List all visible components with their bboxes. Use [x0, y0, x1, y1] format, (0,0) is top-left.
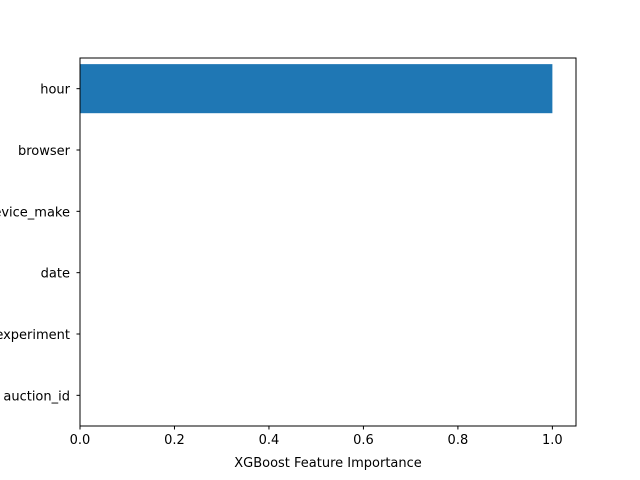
- plot-frame: [79, 57, 577, 427]
- y-tick-label: date: [41, 267, 70, 282]
- x-tick-label: 0.4: [259, 433, 280, 448]
- y-tick-label: browser: [18, 144, 71, 159]
- bars-group: [80, 64, 553, 114]
- x-axis-label: XGBoost Feature Importance: [234, 456, 422, 471]
- y-tick-label: hour: [40, 83, 70, 98]
- x-tick-label: 0.0: [70, 433, 91, 448]
- x-axis-ticks: 0.0 0.2 0.4 0.6 0.8 1.0: [70, 426, 563, 448]
- y-tick-label: auction_id: [3, 389, 70, 404]
- x-tick-label: 0.8: [448, 433, 469, 448]
- y-axis-ticks: auction_id experiment date device_make brows…: [0, 83, 80, 404]
- x-tick-label: 0.6: [353, 433, 374, 448]
- x-tick-label: 0.2: [164, 433, 185, 448]
- y-tick-label: device_make: [0, 205, 70, 220]
- y-tick-label: experiment: [0, 328, 70, 343]
- x-tick-label: 1.0: [542, 433, 563, 448]
- bar-hour: [80, 64, 553, 114]
